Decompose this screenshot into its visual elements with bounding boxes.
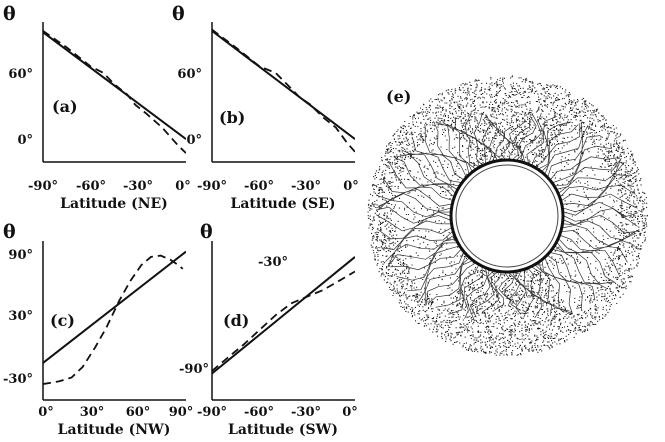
- panel-b-x-tick: -30°: [291, 179, 321, 194]
- panel-c-x-tick: 90°: [169, 405, 194, 420]
- panel-b-dashed-line: [212, 28, 355, 153]
- panel-d-label: (d): [223, 311, 249, 330]
- panel-b-x-label: Latitude (SE): [231, 196, 336, 212]
- panel-b-x-tick: 0°: [343, 179, 359, 194]
- panel-c-x-tick: 30°: [80, 405, 105, 420]
- panel-b-solid-line: [212, 30, 355, 140]
- panel-d-y-tick: -90°: [179, 362, 209, 377]
- streamlines: [375, 112, 639, 320]
- panel-a-label: (a): [52, 97, 78, 116]
- panel-c: θ 90° 30° -30° 0° 30° 60° 90° Latitude (…: [3, 221, 193, 438]
- panel-a-solid-line: [43, 31, 186, 140]
- panel-b-x-tick: -60°: [244, 179, 274, 194]
- panel-d-x-tick: 0°: [342, 405, 358, 420]
- panel-b-label: (b): [219, 108, 245, 127]
- panel-d-dashed-line: [212, 270, 355, 372]
- panel-c-y-tick: 30°: [8, 309, 33, 324]
- panel-e-label: (e): [386, 87, 411, 106]
- panel-b: θ 60° 0° -90° -60° -30° 0° Latitude (SE)…: [172, 3, 359, 212]
- panel-e: (e): [367, 75, 648, 356]
- panel-d-y-tick: -30°: [258, 255, 288, 270]
- panel-d: θ -30° -90° -90° -60° -30° 0° Latitude (…: [179, 221, 358, 438]
- panel-d-x-label: Latitude (SW): [228, 422, 338, 438]
- panel-d-x-tick: -30°: [291, 405, 321, 420]
- panel-a-y-tick: 0°: [17, 133, 33, 148]
- panel-a-y-label: θ: [3, 3, 16, 25]
- panel-a: θ 60° 0° -90° -60° -30° 0° Latitude (NE)…: [3, 3, 191, 212]
- panel-d-x-tick: -90°: [197, 405, 227, 420]
- panel-b-x-tick: -90°: [197, 179, 227, 194]
- panel-c-y-label: θ: [3, 221, 16, 243]
- panel-c-x-label: Latitude (NW): [58, 422, 171, 438]
- ring-streamlines: [375, 112, 639, 320]
- panel-d-y-label: θ: [200, 221, 213, 243]
- panel-d-x-tick: -60°: [244, 405, 274, 420]
- panel-c-label: (c): [50, 311, 75, 330]
- panel-a-x-label: Latitude (NE): [60, 196, 168, 212]
- panel-a-x-tick: 0°: [175, 179, 191, 194]
- panel-b-y-tick: 60°: [177, 67, 202, 82]
- panel-b-y-tick: 0°: [186, 133, 202, 148]
- panel-a-x-tick: -90°: [28, 179, 58, 194]
- panel-a-y-tick: 60°: [8, 67, 33, 82]
- panel-c-dashed-line: [43, 254, 184, 385]
- panel-a-x-tick: -60°: [76, 179, 106, 194]
- panel-c-y-tick: -30°: [3, 372, 33, 387]
- panel-a-dashed-line: [43, 30, 186, 154]
- panel-c-x-tick: 0°: [38, 405, 54, 420]
- panel-d-solid-line: [212, 256, 355, 375]
- panel-c-solid-line: [43, 250, 186, 364]
- inner-cylinder-rim: [455, 164, 559, 268]
- inner-cylinder: [449, 158, 565, 274]
- panel-a-x-tick: -30°: [123, 179, 153, 194]
- panel-c-x-tick: 60°: [126, 405, 151, 420]
- panel-b-y-label: θ: [172, 3, 185, 25]
- panel-c-y-tick: 90°: [8, 248, 33, 263]
